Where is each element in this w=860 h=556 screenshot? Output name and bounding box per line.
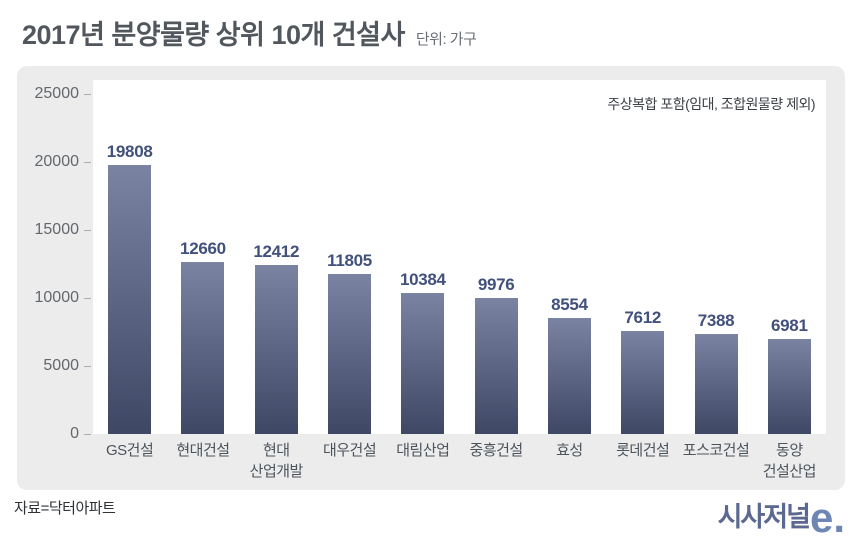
bar-slot: 12660 [166,94,239,434]
y-tick: 25000 [34,85,91,103]
bar-value-label: 9976 [477,275,515,295]
y-tick-mark [84,229,91,231]
bar [474,298,518,434]
bar-slot: 11805 [313,94,386,434]
bar-value-label: 11805 [327,250,372,270]
y-tick-label: 0 [70,425,79,442]
bar-slot: 19808 [93,94,166,434]
bar-slot: 8554 [533,94,606,434]
x-axis-label: 현대 산업개발 [249,442,304,480]
x-axis-labels: GS건설 현대건설 현대 산업개발 대우건설 대림산업 중흥건설 효성 롯데건설 포스코건설 동양… [93,440,826,482]
y-tick-label: 20000 [34,153,80,170]
y-tick-label: 15000 [34,221,80,238]
bar [181,261,225,434]
logo-korean-text: 시사저널 [717,502,811,533]
y-axis: 0 5000 10000 15000 20000 25000 [17,85,91,442]
y-tick-mark [84,161,91,163]
chart-annotation: 주상복합 포함(임대, 조합원물량 제외) [607,96,815,112]
y-tick: 10000 [34,289,91,307]
bar [767,339,811,434]
bar-slot: 7388 [679,94,752,434]
sisajournal-e-logo: 시사저널 e. [717,494,845,541]
bar [694,333,738,434]
y-tick-label: 5000 [43,357,79,374]
x-axis-label: 롯데건설 [616,442,670,459]
y-tick: 15000 [34,221,91,239]
bar-value-label: 12412 [253,242,300,262]
y-tick: 5000 [43,357,91,375]
bar [621,330,665,434]
bar-value-label: 10384 [399,269,446,289]
bar-series: 19808 12660 12412 11805 10384 9976 8554 7612 738… [93,94,826,434]
y-tick-label: 25000 [34,85,80,102]
bar [328,273,372,434]
y-tick: 0 [70,425,91,443]
page-title: 2017년 분양물량 상위 10개 건설사 [22,20,405,50]
bar [547,317,591,434]
chart-panel: 주상복합 포함(임대, 조합원물량 제외) 0 5000 10000 15000 200… [17,66,845,490]
bar-value-label: 7612 [624,307,662,327]
x-axis-label: 중흥건설 [469,442,524,459]
bar-slot: 10384 [386,94,459,434]
y-tick-mark [84,365,91,367]
bar [254,265,298,434]
y-tick: 20000 [34,153,91,171]
bar-value-label: 7388 [697,310,735,330]
bar-value-label: 12660 [180,238,226,258]
bar-slot: 12412 [240,94,313,434]
x-axis-label: GS건설 [106,442,154,459]
y-tick-mark [84,433,91,435]
x-axis-label: 동양 건설산업 [762,442,817,480]
bar-slot: 6981 [753,94,826,434]
bar [108,164,152,434]
x-axis-label: 대우건설 [322,442,377,459]
x-axis-label: 현대건설 [176,442,230,459]
x-axis-label: 포스코건설 [682,442,750,459]
y-tick-mark [84,93,91,95]
bar [401,292,445,434]
y-tick-mark [84,297,91,299]
bar-value-label: 6981 [771,316,808,336]
bar-value-label: 8554 [551,294,588,314]
unit-label: 단위: 가구 [415,31,477,48]
header: 2017년 분양물량 상위 10개 건설사 단위: 가구 [22,13,477,52]
y-tick-label: 10000 [34,289,80,306]
source-label: 자료=닥터아파트 [14,500,116,517]
x-axis-label: 효성 [556,442,583,459]
bar-value-label: 19808 [106,141,153,161]
x-axis-label: 대림산업 [396,442,450,459]
bar-slot: 9976 [459,94,532,434]
bar-slot: 7612 [606,94,679,434]
logo-e-mark: e. [809,494,845,541]
